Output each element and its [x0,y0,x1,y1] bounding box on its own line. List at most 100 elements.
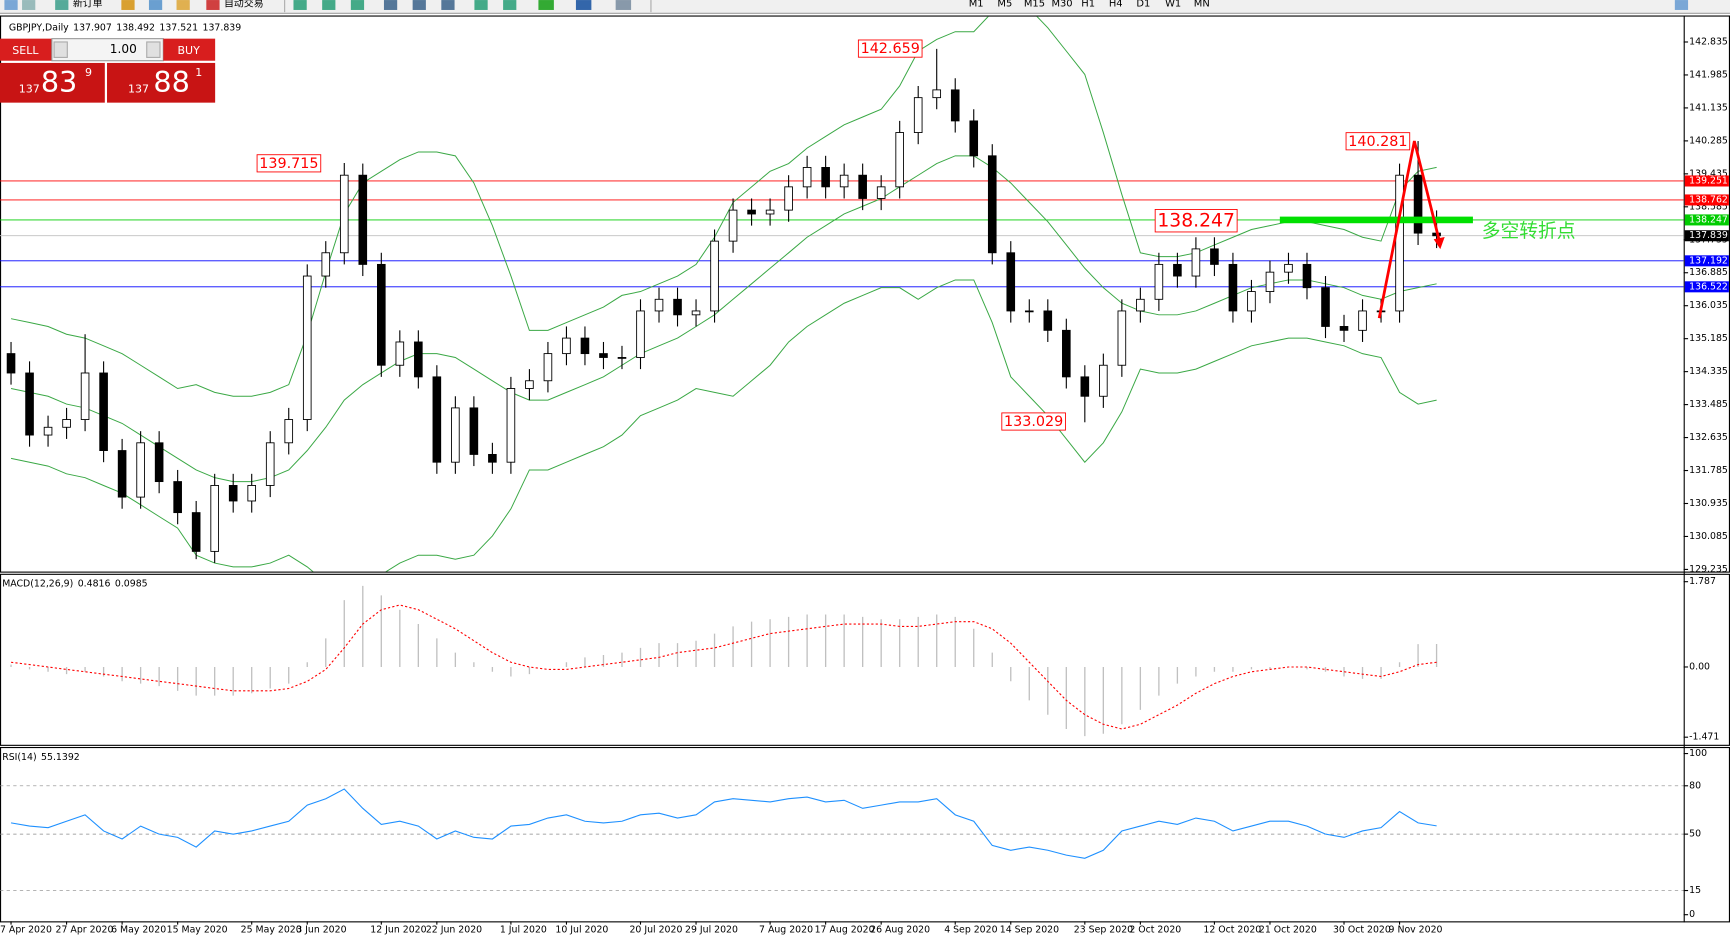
low-value: 137.521 [159,22,198,33]
buy-pips: 88 [153,65,189,99]
x-tick-label: 12 Oct 2020 [1203,925,1261,936]
candle-body [932,89,942,99]
candle-body [506,388,516,463]
icon[interactable] [322,0,336,10]
buy-fraction: 1 [195,66,202,79]
period-button[interactable]: H1 [1081,0,1095,9]
toolbar-bg [0,0,1730,14]
candle-body [728,209,738,242]
candle-body [6,353,16,374]
lot-value[interactable]: 1.00 [110,42,137,56]
x-tick-label: 7 Aug 2020 [759,925,813,936]
candle-body [1413,174,1423,234]
x-tick-label: 26 Aug 2020 [870,925,930,936]
icon[interactable] [350,0,365,10]
period-button[interactable]: M5 [997,0,1012,9]
candle-body [1154,263,1164,300]
level-label-bg [1684,214,1729,226]
period-button[interactable]: W1 [1165,0,1181,9]
candle-body [1210,248,1219,265]
candle-body [710,240,719,312]
icon[interactable] [615,0,632,10]
y-tick-label: 141.985 [1689,69,1728,80]
overlays: 多空转折点 142.659 139.715 133.029 138.247 140.281 [256,39,1576,431]
candle-body [1006,252,1016,312]
icon[interactable] [4,0,18,10]
candle-body [1265,271,1275,292]
candle-body [1062,329,1071,378]
icon[interactable] [206,0,220,10]
toolbar: 新订单 自动交易 M1 M5 M15 M30 H1 H4 D1 W1 MN [0,0,1730,14]
buy-label[interactable]: BUY [177,44,200,57]
y-tick-label: 134.335 [1689,366,1728,377]
level-label-bg [1684,230,1729,242]
candle-body [117,450,127,498]
candle-body [136,442,145,498]
icon[interactable] [538,0,554,10]
candle-body [358,174,368,265]
period-button[interactable]: D1 [1136,0,1150,9]
lot-down[interactable] [53,41,68,58]
period-button[interactable]: M15 [1024,0,1045,9]
chart-heading: GBPJPY,Daily 137.907 138.492 137.521 137.839 [9,22,241,33]
level-label: 137.839 [1689,230,1728,241]
sell-label[interactable]: SELL [12,44,39,57]
icon[interactable] [1674,0,1689,10]
sell-big-figure: 137 [19,82,40,95]
buy-button[interactable] [163,38,216,61]
candle-body [599,353,608,358]
y-tick-label: 135.185 [1689,333,1728,344]
candle-body [25,372,34,436]
candle-body [62,419,71,428]
candle-body [784,186,793,211]
candle-body [525,380,534,389]
icon[interactable] [121,0,135,10]
x-tick-label: 21 Oct 2020 [1259,925,1317,936]
x-tick-label: 30 Oct 2020 [1333,925,1391,936]
candle-body [673,298,682,316]
period-button[interactable]: MN [1194,0,1210,9]
period-button[interactable]: M30 [1051,0,1072,9]
annotation-price: 138.247 [1157,211,1235,232]
icon[interactable] [474,0,488,10]
level-label-bg [1684,281,1729,293]
candle-body [339,174,349,254]
candle-body [691,310,701,316]
candle-body [228,485,238,502]
buy-price-box[interactable] [107,62,216,103]
icon[interactable] [22,0,36,10]
level-label: 137.192 [1689,255,1728,266]
candle-body [265,442,275,486]
annotation-price: 133.029 [1004,414,1063,430]
icon[interactable] [176,0,190,10]
candle-body [1099,364,1108,397]
candle-body [1117,310,1127,366]
icon[interactable] [383,0,398,10]
candle-body [321,252,331,277]
auto-trading-button[interactable]: 自动交易 [224,0,264,9]
icon[interactable] [441,0,455,10]
icon[interactable] [293,0,307,10]
candle-body [469,407,479,455]
y-tick-label: 132.635 [1689,432,1728,443]
period-button[interactable]: H4 [1109,0,1123,9]
icon[interactable] [503,0,517,10]
candle-body [1247,291,1256,312]
icon[interactable] [412,0,426,10]
macd-name: MACD(12,26,9) [2,578,73,589]
new-order-button[interactable]: 新订单 [73,0,103,9]
candle-body [432,376,442,463]
candle-body [765,209,775,215]
x-tick-label: 14 Sep 2020 [1000,925,1059,936]
icon[interactable] [55,0,69,10]
sell-button[interactable] [0,38,52,61]
icon[interactable] [575,0,592,10]
period-button[interactable]: M1 [969,0,984,9]
sell-price-box[interactable] [0,62,105,103]
candle-body [839,174,849,188]
annotation-price: 142.659 [861,41,920,57]
macd-value: 0.4816 [78,578,111,589]
x-tick-label: 7 Apr 2020 [0,925,52,936]
lot-up[interactable] [146,41,161,58]
icon[interactable] [148,0,163,10]
